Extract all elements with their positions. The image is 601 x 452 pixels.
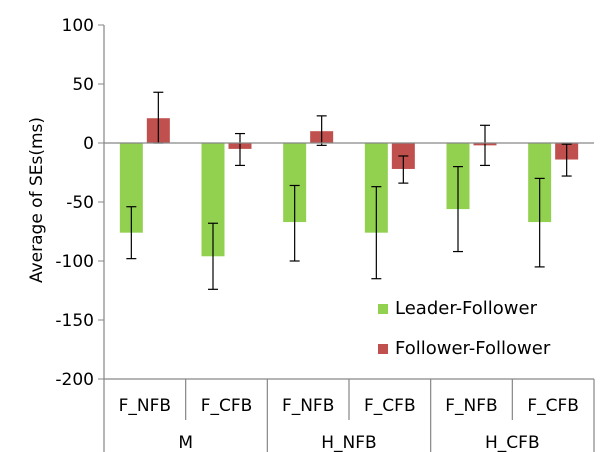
legend: Leader-Follower Follower-Follower (378, 298, 551, 359)
y-tick-label: 50 (72, 75, 94, 95)
x-category-labels: F_NFB F_CFB F_NFB F_CFB F_NFB F_CFB (119, 396, 579, 416)
axes (103, 25, 595, 452)
x-group-label: M (178, 433, 193, 452)
x-category-label: F_NFB (445, 396, 497, 416)
y-tick-label: -100 (55, 252, 94, 272)
x-group-label: H_NFB (321, 433, 376, 452)
y-axis-label: Average of SEs(ms) (27, 117, 47, 283)
y-tick-label: 0 (83, 134, 94, 154)
y-tick-label: -200 (55, 370, 94, 390)
bars (119, 118, 579, 257)
x-category-label: F_NFB (282, 396, 334, 416)
x-category-label: F_CFB (364, 396, 416, 416)
legend-swatch (378, 344, 388, 354)
y-tick-label: -50 (66, 193, 94, 213)
x-category-label: F_CFB (201, 396, 253, 416)
x-group-labels: M H_NFB H_CFB (178, 433, 539, 452)
error-bars (126, 91, 572, 290)
y-axis-ticks: -200 -150 -100 -50 0 50 100 (55, 16, 104, 390)
bar-leader-follower (119, 143, 143, 233)
x-category-label: F_CFB (527, 396, 579, 416)
bar-leader-follower (283, 143, 307, 223)
legend-label: Follower-Follower (395, 338, 551, 359)
legend-swatch (378, 304, 388, 314)
y-tick-label: 100 (62, 16, 94, 36)
x-group-label: H_CFB (485, 433, 540, 452)
y-tick-label: -150 (55, 311, 94, 331)
legend-label: Leader-Follower (395, 298, 538, 319)
x-category-label: F_NFB (119, 396, 171, 416)
bar-leader-follower (201, 143, 225, 257)
